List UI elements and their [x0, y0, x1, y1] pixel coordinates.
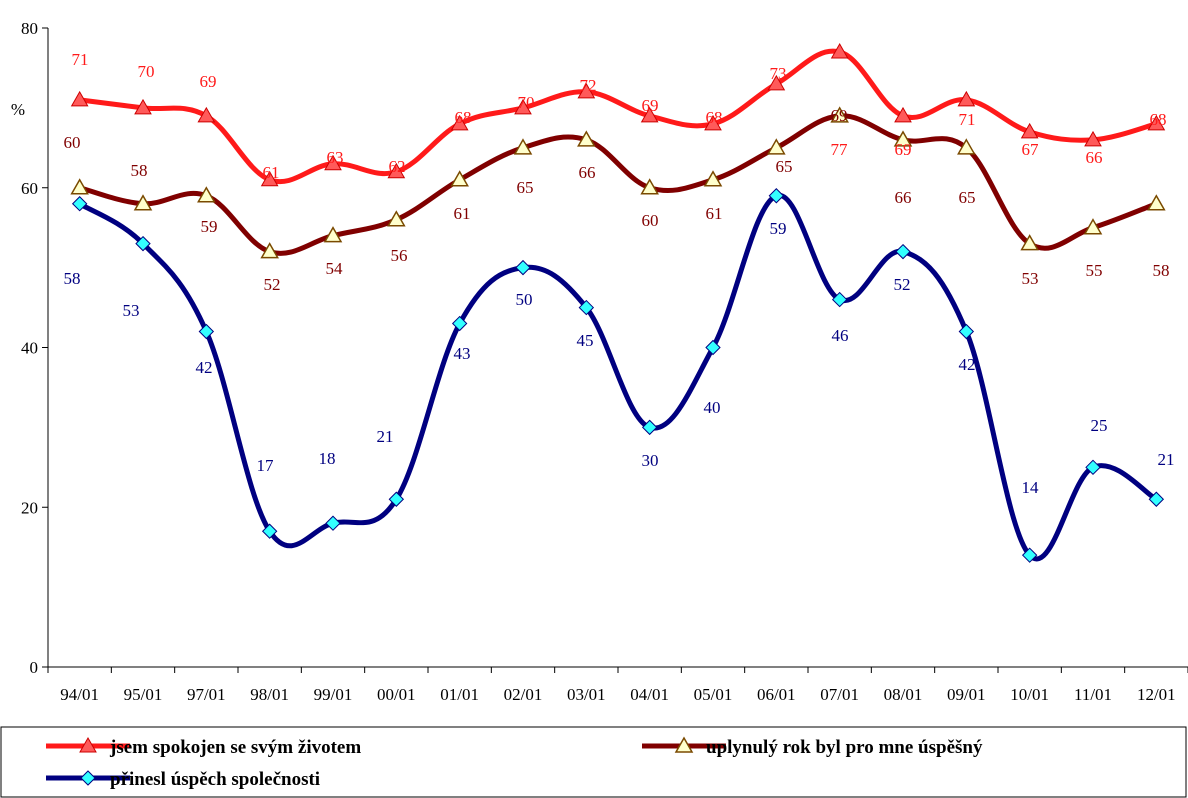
data-label: 42	[196, 358, 213, 377]
data-label: 68	[455, 108, 472, 127]
data-label: 66	[579, 163, 596, 182]
x-tick-label: 04/01	[630, 685, 669, 704]
data-label: 71	[72, 50, 89, 69]
data-label: 59	[770, 219, 787, 238]
data-label: 68	[706, 108, 723, 127]
x-tick-label: 08/01	[884, 685, 923, 704]
x-tick-label: 10/01	[1010, 685, 1049, 704]
x-tick-label: 03/01	[567, 685, 606, 704]
data-label: 60	[642, 211, 659, 230]
series-1: 60 58 59 52 54 56 61 65 66 60 61 65 69 66 65 53 55 58	[64, 106, 1170, 294]
data-point	[326, 516, 340, 530]
data-label: 55	[1086, 261, 1103, 280]
data-label: 53	[1022, 269, 1039, 288]
series-layer: 60 58 59 52 54 56 61 65 66 60 61 65 69 66 65 53 55 58 71 70…	[64, 44, 1175, 562]
data-label: 63	[327, 148, 344, 167]
data-point	[896, 245, 910, 259]
data-label: 66	[895, 188, 912, 207]
x-tick-label: 00/01	[377, 685, 416, 704]
data-label: 61	[263, 163, 280, 182]
legend: jsem spokojen se svým životem uplynulý ro…	[1, 727, 1186, 797]
series-line	[80, 195, 1157, 559]
data-label: 70	[518, 93, 535, 112]
x-tick-label: 05/01	[694, 685, 733, 704]
data-label: 65	[517, 178, 534, 197]
data-label: 50	[516, 290, 533, 309]
data-label: 21	[1158, 450, 1175, 469]
data-label: 68	[1150, 110, 1167, 129]
y-tick-label: 20	[21, 498, 38, 517]
data-label: 40	[704, 398, 721, 417]
series-line	[80, 116, 1157, 254]
data-point	[516, 261, 530, 275]
data-label: 77	[831, 140, 849, 159]
data-label: 17	[257, 456, 275, 475]
x-tick-label: 97/01	[187, 685, 226, 704]
data-label: 69	[642, 96, 659, 115]
data-label: 69	[831, 106, 848, 125]
y-tick-label: 0	[30, 658, 39, 677]
data-label: 54	[326, 259, 344, 278]
data-label: 59	[201, 217, 218, 236]
data-label: 69	[200, 72, 217, 91]
data-label: 45	[577, 331, 594, 350]
data-label: 25	[1091, 416, 1108, 435]
data-point	[72, 180, 88, 194]
data-label: 53	[123, 301, 140, 320]
data-label: 14	[1022, 478, 1040, 497]
data-label: 46	[832, 326, 849, 345]
data-label: 58	[131, 161, 148, 180]
data-label: 43	[454, 344, 471, 363]
y-tick-label: 40	[21, 339, 38, 358]
x-tick-label: 11/01	[1074, 685, 1112, 704]
data-label: 69	[895, 140, 912, 159]
data-label: 58	[1153, 261, 1170, 280]
x-tick-label: 09/01	[947, 685, 986, 704]
data-label: 72	[580, 76, 597, 95]
series-2: 58 53 42 17 18 21 43 50 45 30 40 59 46 52 42 14 25 21	[64, 189, 1175, 562]
x-tick-label: 12/01	[1137, 685, 1176, 704]
data-label: 42	[959, 355, 976, 374]
data-label: 61	[706, 204, 723, 223]
x-tick-label: 02/01	[504, 685, 543, 704]
data-label: 71	[959, 110, 976, 129]
data-label: 56	[391, 246, 408, 265]
legend-label: jsem spokojen se svým životem	[109, 737, 361, 758]
data-label: 66	[1086, 148, 1103, 167]
y-tick-label: 60	[21, 179, 38, 198]
data-point	[1148, 196, 1164, 210]
data-label: 61	[454, 204, 471, 223]
data-label: 67	[1022, 140, 1040, 159]
data-label: 65	[959, 188, 976, 207]
x-tick-label: 01/01	[440, 685, 479, 704]
x-tick-label: 06/01	[757, 685, 796, 704]
data-label: 52	[894, 275, 911, 294]
x-tick-label: 98/01	[250, 685, 289, 704]
x-tick-label: 07/01	[820, 685, 859, 704]
data-point	[959, 325, 973, 339]
data-label: 73	[770, 64, 787, 83]
data-label: 62	[389, 157, 406, 176]
legend-label: uplynulý rok byl pro mne úspěšný	[706, 737, 983, 758]
x-tick-label: 99/01	[314, 685, 353, 704]
data-label: 18	[319, 449, 336, 468]
data-label: 21	[377, 427, 394, 446]
x-tick-label: 95/01	[124, 685, 163, 704]
data-label: 60	[64, 133, 81, 152]
data-label: 70	[138, 62, 155, 81]
data-label: 58	[64, 269, 81, 288]
data-label: 30	[642, 451, 659, 470]
y-tick-label: 80	[21, 19, 38, 38]
legend-label: přinesl úspěch společnosti	[110, 769, 320, 790]
data-label: 52	[264, 275, 281, 294]
data-label: 65	[776, 157, 793, 176]
y-axis-label: %	[11, 100, 25, 119]
x-tick-label: 94/01	[60, 685, 99, 704]
